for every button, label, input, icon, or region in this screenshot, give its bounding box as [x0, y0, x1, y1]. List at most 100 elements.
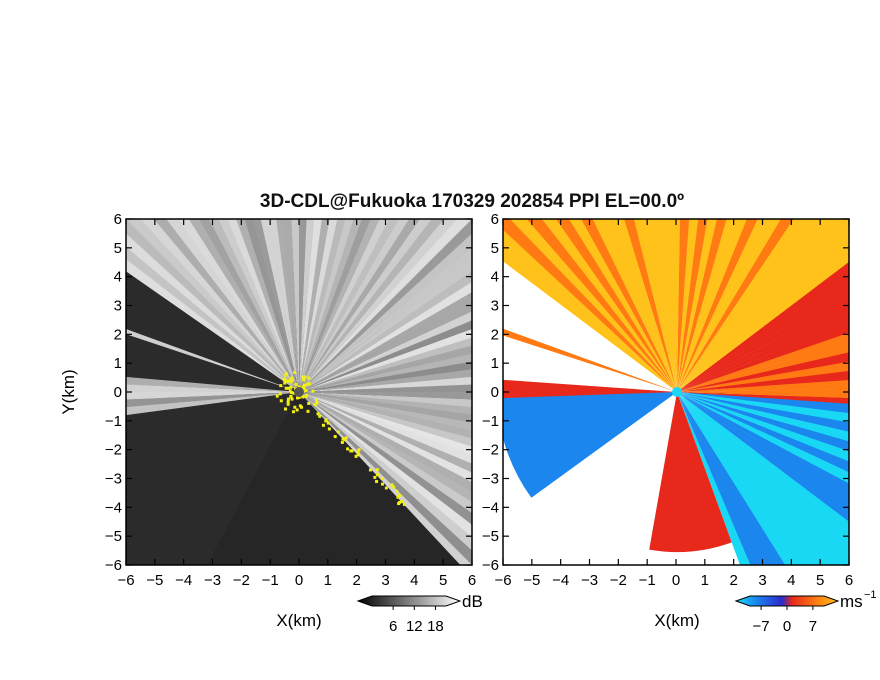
velocity-spoke	[677, 219, 849, 392]
reflectivity-spoke	[299, 392, 472, 423]
reflectivity-spoke	[126, 259, 299, 392]
reflectivity-echo	[275, 394, 279, 398]
velocity-colorbar-bar	[734, 595, 840, 607]
velocity-y-tick-label: 0	[491, 384, 499, 401]
reflectivity-x-tick-label: −6	[117, 572, 134, 589]
reflectivity-echo	[301, 375, 305, 379]
reflectivity-echo	[368, 468, 372, 472]
reflectivity-echo	[284, 373, 288, 377]
velocity-ticks: −6 −5 −4 −3 −2 −1 0 1 2 3 4 5 6 6 5 4 3 2 1 0 −1 −2 −3 −4 −5 −6	[482, 211, 853, 589]
velocity-spoke	[677, 392, 849, 414]
velocity-spoke	[503, 245, 677, 392]
reflectivity-spoke	[299, 392, 472, 538]
reflectivity-echo	[303, 375, 307, 379]
velocity-spoke	[677, 219, 717, 392]
reflectivity-echo	[392, 485, 396, 489]
reflectivity-echo	[301, 387, 305, 391]
velocity-y-tick-label: 1	[491, 355, 499, 372]
velocity-y-tick-label: 6	[491, 211, 499, 228]
velocity-spoke	[503, 379, 677, 399]
reflectivity-echo	[291, 410, 295, 414]
reflectivity-echo	[333, 435, 337, 439]
reflectivity-echo	[336, 430, 340, 434]
reflectivity-spoke	[126, 376, 299, 392]
velocity-spoke	[677, 219, 808, 392]
velocity-colorbar-tick-label: 0	[783, 618, 791, 635]
reflectivity-y-tick-label: 3	[114, 298, 122, 315]
reflectivity-spoke	[299, 391, 472, 400]
reflectivity-spoke	[299, 392, 472, 492]
reflectivity-spoke	[299, 384, 472, 392]
velocity-panel: −6 −5 −4 −3 −2 −1 0 1 2 3 4 5 6 6 5 4 3 2 1 0 −1 −2 −3 −4 −5 −6 X…	[482, 211, 853, 630]
reflectivity-spoke	[299, 392, 472, 525]
velocity-spoke	[677, 219, 758, 392]
reflectivity-spoke	[299, 392, 472, 408]
reflectivity-echo	[346, 447, 350, 451]
velocity-spoke	[677, 219, 737, 392]
velocity-spoke	[677, 219, 823, 392]
reflectivity-echo	[293, 405, 297, 409]
reflectivity-echo	[375, 468, 379, 472]
reflectivity-spoke	[299, 392, 472, 514]
reflectivity-echo	[321, 423, 325, 427]
reflectivity-spoke	[298, 219, 307, 392]
reflectivity-x-tick-label: 5	[439, 572, 447, 589]
velocity-spoke	[677, 219, 839, 392]
reflectivity-echo	[298, 404, 302, 408]
velocity-spoke	[670, 219, 681, 392]
reflectivity-echo	[384, 486, 388, 490]
reflectivity-x-tick-label: 4	[410, 572, 418, 589]
velocity-x-tick-label: −6	[494, 572, 511, 589]
reflectivity-x-tick-label: −1	[262, 572, 279, 589]
reflectivity-y-tick-label: −3	[105, 471, 122, 488]
velocity-spoke	[677, 219, 781, 392]
reflectivity-colorbar: 6 12 18 dB	[356, 592, 483, 635]
reflectivity-echo	[295, 408, 299, 412]
reflectivity-spoke	[299, 219, 445, 392]
velocity-spoke	[677, 392, 849, 432]
reflectivity-spoke	[299, 392, 472, 455]
reflectivity-y-tick-label: 6	[114, 211, 122, 228]
reflectivity-echo	[297, 395, 301, 399]
reflectivity-echo	[289, 385, 293, 389]
reflectivity-echo	[293, 371, 297, 375]
reflectivity-spoke	[126, 392, 299, 416]
reflectivity-echo	[282, 378, 286, 382]
reflectivity-x-tick-label: −3	[204, 572, 221, 589]
velocity-colorbar: −7 0 7 ms −1	[734, 589, 877, 635]
reflectivity-y-tick-label: 4	[114, 269, 122, 286]
velocity-spoke	[677, 219, 699, 392]
reflectivity-echo	[311, 389, 315, 393]
reflectivity-echo	[349, 449, 353, 453]
velocity-spoke	[677, 388, 849, 399]
reflectivity-y-tick-label: −1	[105, 413, 122, 430]
reflectivity-echo	[292, 391, 296, 395]
velocity-x-tick-label: −4	[552, 572, 569, 589]
reflectivity-colorbar-unit: dB	[462, 592, 483, 611]
chart-title: 3D-CDL@Fukuoka 170329 202854 PPI EL=00.0…	[260, 191, 684, 212]
reflectivity-panel: −6 −5 −4 −3 −2 −1 0 1 2 3 4 5 6 6 5 4 3 2 1 0 −1 −2 −3 −4 −5 −6 X…	[59, 211, 476, 630]
reflectivity-echo	[380, 476, 384, 480]
velocity-y-tick-label: −5	[482, 528, 499, 545]
reflectivity-spoke	[299, 219, 362, 392]
reflectivity-echo	[286, 397, 290, 401]
reflectivity-echo	[376, 473, 380, 477]
reflectivity-y-tick-label: −5	[105, 528, 122, 545]
reflectivity-spoke	[126, 233, 299, 392]
reflectivity-echo	[356, 453, 360, 457]
reflectivity-echo	[305, 382, 309, 386]
reflectivity-spoke	[126, 246, 299, 392]
reflectivity-echo	[278, 392, 282, 396]
reflectivity-echo	[397, 493, 401, 497]
reflectivity-ticks: −6 −5 −4 −3 −2 −1 0 1 2 3 4 5 6 6 5 4 3 2 1 0 −1 −2 −3 −4 −5 −6	[105, 211, 476, 589]
reflectivity-echo	[400, 500, 404, 504]
velocity-spoke	[677, 392, 849, 509]
reflectivity-echo	[295, 396, 299, 400]
reflectivity-echo	[326, 421, 330, 425]
reflectivity-echo	[396, 495, 400, 499]
velocity-x-tick-label: −3	[581, 572, 598, 589]
reflectivity-echo	[294, 382, 298, 386]
reflectivity-echo	[303, 383, 307, 387]
reflectivity-y-axis-label: Y(km)	[59, 369, 78, 414]
reflectivity-spoke	[126, 384, 299, 393]
